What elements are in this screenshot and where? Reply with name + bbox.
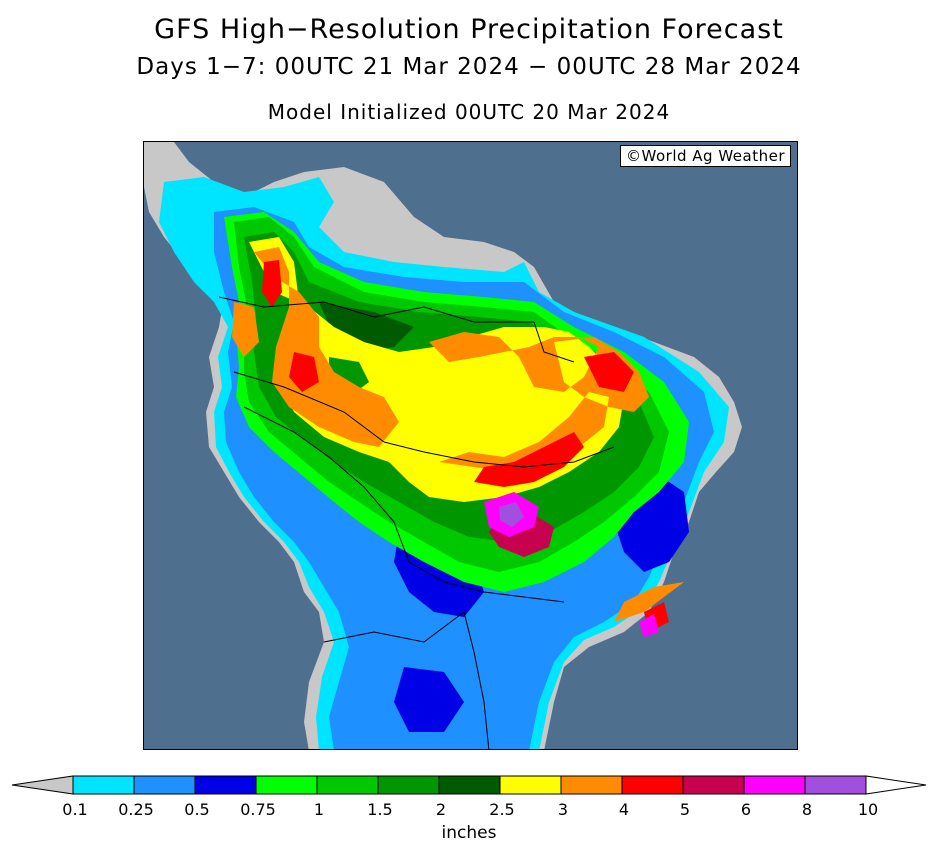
legend-tick-label: 1 bbox=[313, 800, 325, 819]
legend-above-arrow bbox=[865, 775, 927, 795]
legend-color-cell bbox=[133, 775, 196, 795]
legend-tick-label: 0.25 bbox=[118, 800, 154, 819]
legend-color-cell bbox=[438, 775, 501, 795]
color-legend bbox=[11, 775, 927, 795]
precip-3 bbox=[232, 247, 684, 622]
legend-color-cell bbox=[72, 775, 135, 795]
precip-0.5 bbox=[394, 472, 689, 732]
legend-tick-label: 6 bbox=[740, 800, 752, 819]
legend-color-cell bbox=[682, 775, 745, 795]
model-init-label: Model Initialized 00UTC 20 Mar 2024 bbox=[267, 100, 671, 124]
legend-tick-label: 0.1 bbox=[62, 800, 88, 819]
legend-tick-label: 2.5 bbox=[489, 800, 515, 819]
legend-tick-label: 4 bbox=[618, 800, 630, 819]
chart-subtitle: Days 1−7: 00UTC 21 Mar 2024 − 00UTC 28 M… bbox=[136, 54, 802, 80]
legend-color-cell bbox=[804, 775, 867, 795]
legend-color-cells bbox=[11, 775, 927, 795]
country-borders bbox=[218, 296, 615, 749]
chart-title: GFS High−Resolution Precipitation Foreca… bbox=[154, 14, 784, 45]
credit-label: ©World Ag Weather bbox=[620, 145, 791, 167]
legend-tick-label: 5 bbox=[679, 800, 691, 819]
legend-color-cell bbox=[316, 775, 379, 795]
legend-color-cell bbox=[255, 775, 318, 795]
legend-units: inches bbox=[441, 823, 497, 843]
legend-tick-label: 3 bbox=[557, 800, 569, 819]
legend-below-arrow bbox=[11, 775, 74, 795]
legend-tick-label: 0.75 bbox=[240, 800, 276, 819]
legend-tick-label: 0.5 bbox=[184, 800, 210, 819]
legend-color-cell bbox=[560, 775, 623, 795]
legend-color-cell bbox=[377, 775, 440, 795]
legend-tick-label: 1.5 bbox=[367, 800, 393, 819]
map-graphic bbox=[144, 142, 797, 749]
legend-color-cell bbox=[194, 775, 257, 795]
legend-color-cell bbox=[743, 775, 806, 795]
precip-6 bbox=[484, 492, 659, 637]
legend-tick-label: 2 bbox=[435, 800, 447, 819]
legend-color-cell bbox=[621, 775, 684, 795]
precipitation-map: ©World Ag Weather bbox=[143, 141, 798, 750]
legend-color-cell bbox=[499, 775, 562, 795]
legend-tick-label: 8 bbox=[801, 800, 813, 819]
legend-tick-label: 10 bbox=[857, 800, 879, 819]
precip-8 bbox=[499, 502, 524, 527]
